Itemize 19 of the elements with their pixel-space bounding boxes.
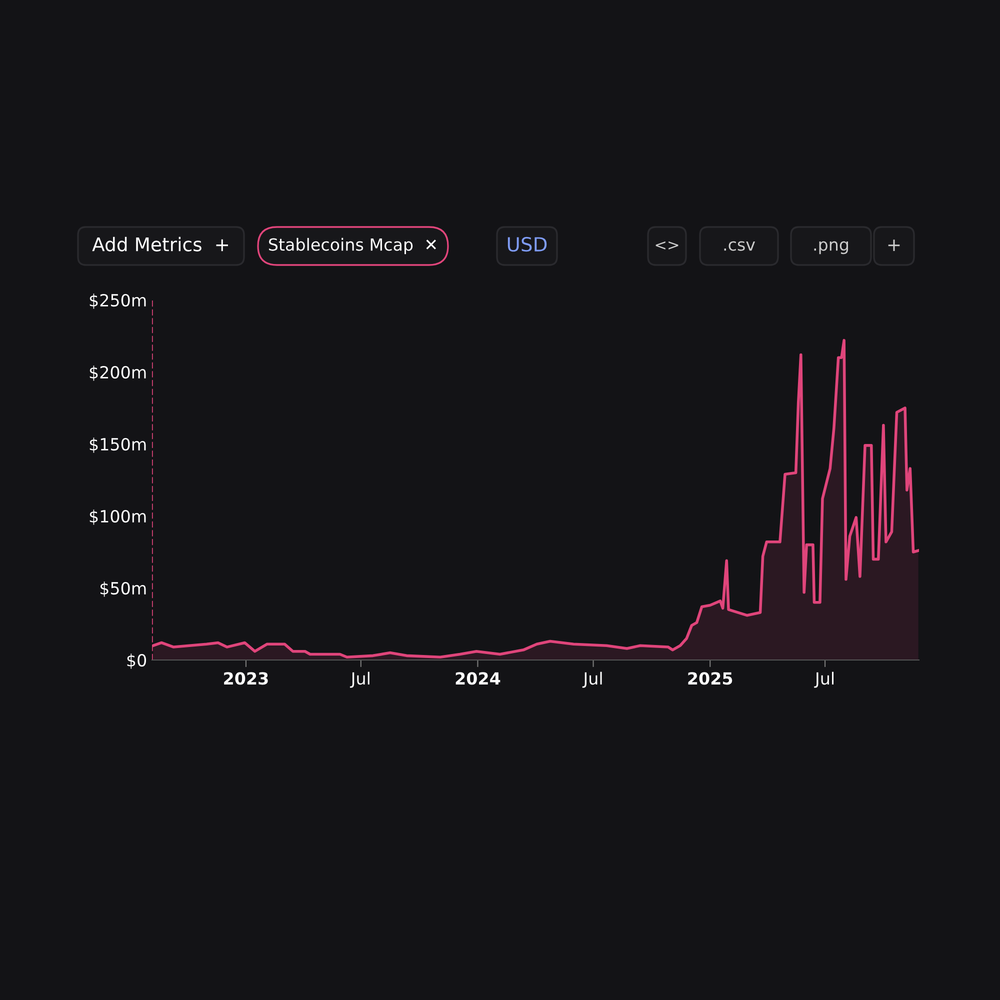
y-tick-label: $0 xyxy=(127,654,146,669)
text: Stablecoins Mcap ✕ xyxy=(268,238,436,254)
text: <> xyxy=(656,241,678,250)
y-tick-label: $100m xyxy=(90,510,146,525)
y-tick-label: $50m xyxy=(100,582,146,597)
text: + xyxy=(888,240,900,251)
y-tick-label: $150m xyxy=(90,438,146,453)
x-tick-label: Jul xyxy=(350,672,370,688)
x-tick-label: 2023 xyxy=(224,672,268,685)
x-tick-label: 2025 xyxy=(688,672,732,685)
x-tick-label: Jul xyxy=(582,672,602,688)
text: USD xyxy=(508,236,547,252)
x-tick-label: Jul xyxy=(814,672,834,688)
x-tick-label: 2024 xyxy=(456,672,500,685)
y-tick-label: $200m xyxy=(90,366,146,381)
y-tick-label: $250m xyxy=(90,294,146,309)
text: .png xyxy=(814,241,848,254)
text: .csv xyxy=(724,241,756,251)
text: Add Metrics + xyxy=(92,236,228,252)
